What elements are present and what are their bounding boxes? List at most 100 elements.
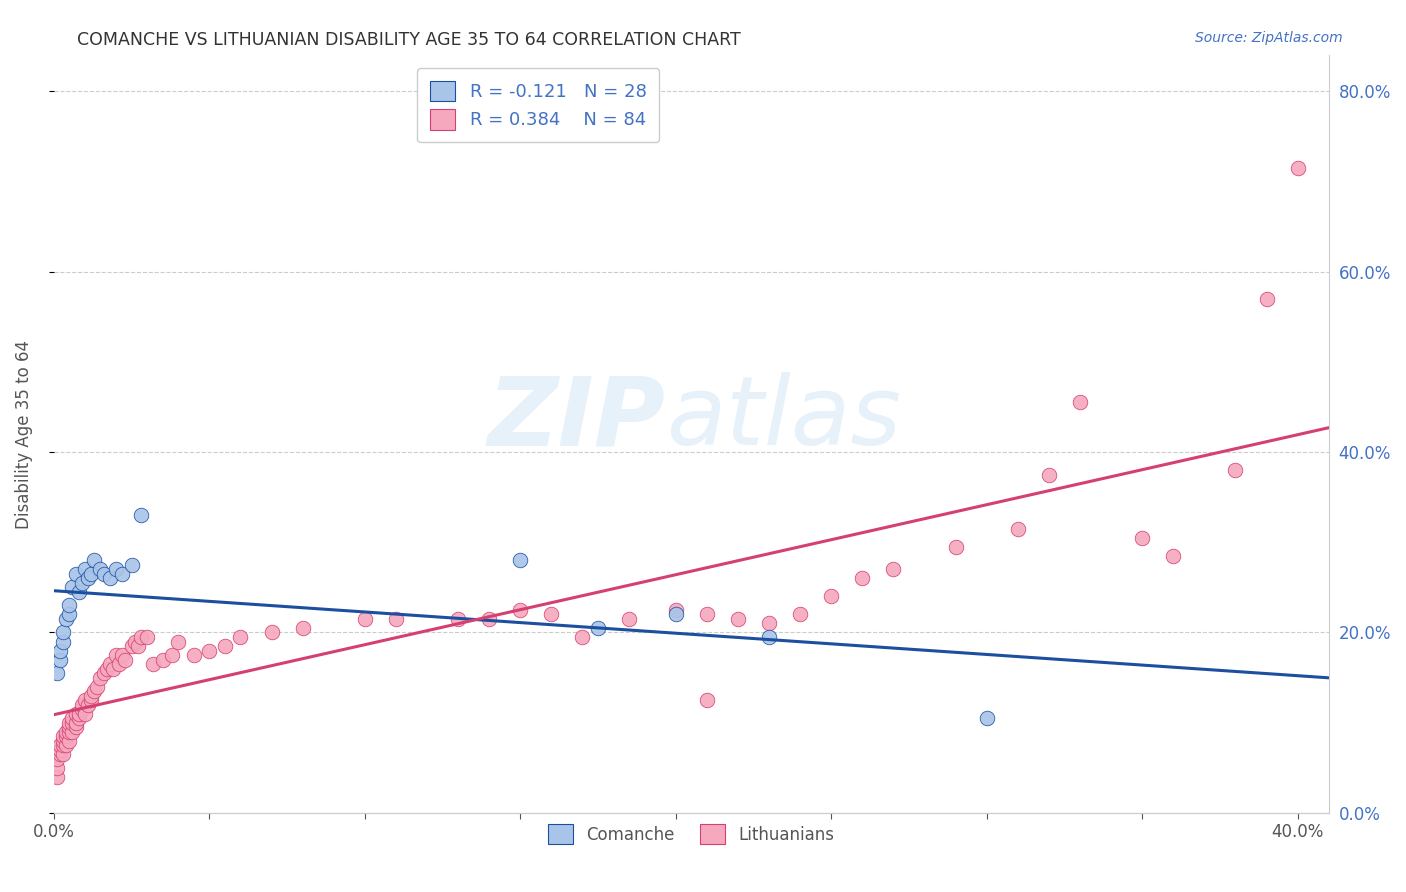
Point <box>124 634 146 648</box>
Point <box>89 671 111 685</box>
Point <box>70 702 93 716</box>
Y-axis label: Disability Age 35 to 64: Disability Age 35 to 64 <box>15 340 32 529</box>
Point <box>882 562 904 576</box>
Point <box>540 607 562 622</box>
Point <box>105 648 128 662</box>
Point <box>52 729 75 743</box>
Point <box>49 738 72 752</box>
Point <box>121 558 143 572</box>
Point <box>96 662 118 676</box>
Point <box>73 693 96 707</box>
Point <box>758 630 780 644</box>
Point <box>509 553 531 567</box>
Point <box>73 706 96 721</box>
Point <box>65 720 87 734</box>
Point <box>1225 463 1247 477</box>
Point <box>58 720 80 734</box>
Point <box>89 562 111 576</box>
Point <box>1069 395 1091 409</box>
Point <box>80 693 103 707</box>
Point <box>73 562 96 576</box>
Point <box>70 698 93 712</box>
Point <box>45 761 67 775</box>
Point <box>696 607 718 622</box>
Point <box>136 630 159 644</box>
Point <box>62 724 84 739</box>
Point <box>129 508 152 523</box>
Point <box>65 706 87 721</box>
Point <box>571 630 593 644</box>
Point <box>385 612 408 626</box>
Point <box>820 590 842 604</box>
Point <box>49 743 72 757</box>
Point <box>152 652 174 666</box>
Point <box>65 566 87 581</box>
Point <box>1161 549 1184 563</box>
Point <box>55 729 77 743</box>
Point <box>1286 161 1309 175</box>
Point <box>49 747 72 762</box>
Point <box>45 666 67 681</box>
Text: atlas: atlas <box>666 372 901 466</box>
Point <box>52 733 75 747</box>
Point <box>696 693 718 707</box>
Point <box>509 603 531 617</box>
Point <box>758 616 780 631</box>
Point <box>353 612 375 626</box>
Point <box>45 752 67 766</box>
Point <box>214 639 236 653</box>
Point <box>52 625 75 640</box>
Point <box>70 575 93 590</box>
Point <box>86 680 108 694</box>
Point <box>945 540 967 554</box>
Point <box>62 711 84 725</box>
Point <box>291 621 314 635</box>
Point <box>198 643 221 657</box>
Point <box>67 711 90 725</box>
Point <box>183 648 205 662</box>
Point <box>789 607 811 622</box>
Point <box>1130 531 1153 545</box>
Point <box>101 662 124 676</box>
Point <box>129 630 152 644</box>
Point <box>55 738 77 752</box>
Point <box>121 639 143 653</box>
Point <box>93 566 115 581</box>
Point <box>58 607 80 622</box>
Point <box>67 706 90 721</box>
Text: COMANCHE VS LITHUANIAN DISABILITY AGE 35 TO 64 CORRELATION CHART: COMANCHE VS LITHUANIAN DISABILITY AGE 35… <box>77 31 741 49</box>
Point <box>98 571 121 585</box>
Point <box>665 603 688 617</box>
Point <box>586 621 609 635</box>
Point <box>665 607 688 622</box>
Point <box>58 733 80 747</box>
Point <box>67 585 90 599</box>
Point <box>260 625 283 640</box>
Point <box>45 770 67 784</box>
Point <box>1038 467 1060 482</box>
Point <box>83 684 105 698</box>
Point <box>111 648 134 662</box>
Point <box>93 666 115 681</box>
Point <box>55 612 77 626</box>
Point <box>58 724 80 739</box>
Point <box>52 747 75 762</box>
Point <box>478 612 501 626</box>
Point <box>62 715 84 730</box>
Point <box>77 571 100 585</box>
Text: Source: ZipAtlas.com: Source: ZipAtlas.com <box>1195 31 1343 45</box>
Point <box>105 562 128 576</box>
Point <box>108 657 131 671</box>
Point <box>617 612 640 626</box>
Point <box>229 630 252 644</box>
Point <box>114 652 136 666</box>
Point <box>62 580 84 594</box>
Point <box>167 634 190 648</box>
Point <box>447 612 470 626</box>
Point <box>851 571 873 585</box>
Point <box>49 643 72 657</box>
Point <box>1256 292 1278 306</box>
Text: ZIP: ZIP <box>488 372 666 466</box>
Point <box>80 566 103 581</box>
Point <box>80 689 103 703</box>
